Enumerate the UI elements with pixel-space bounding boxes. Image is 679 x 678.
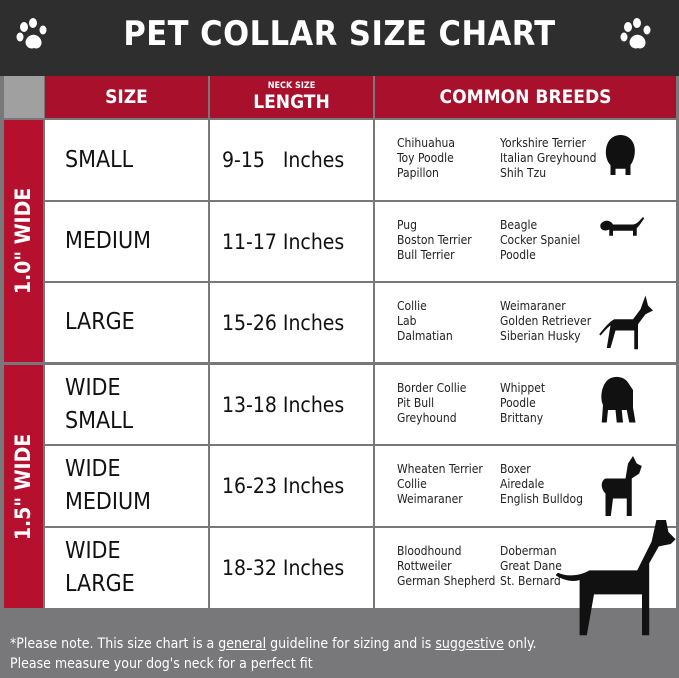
breeds-cell: Pug Boston Terrier Bull Terrier Beagle Cock… (375, 202, 676, 281)
breed-name: Greyhound (397, 411, 457, 425)
group-label-1-5-wide: 1.5" WIDE (4, 365, 43, 608)
size-label: WIDE (65, 538, 121, 564)
size-label: WIDE (65, 456, 121, 482)
footer-line-2: Please measure your dog's neck for a per… (10, 656, 313, 672)
breed-name: Doberman (500, 544, 557, 558)
size-label: SMALL (65, 407, 134, 434)
corner-cell (4, 76, 44, 118)
footer-text: guideline for sizing and is (266, 636, 436, 652)
breed-name: Italian Greyhound (500, 151, 597, 165)
header-bar (0, 0, 679, 76)
dachshund-icon (600, 217, 645, 236)
footer-text: only. (503, 636, 537, 652)
breed-name: Beagle (500, 218, 538, 232)
column-header-size: SIZE (45, 76, 208, 118)
length-cell: 15-26 Inches (210, 283, 373, 362)
footer-underlined: general (218, 636, 267, 652)
footer-underlined: suggestive (435, 636, 504, 652)
size-label: MEDIUM (65, 489, 151, 515)
group-label-1-0-wide: 1.0" WIDE (4, 120, 43, 362)
size-label: WIDE (65, 374, 121, 401)
breed-name: Boxer (500, 462, 531, 476)
breed-name: Border Collie (397, 381, 467, 395)
paw-icon (16, 18, 47, 49)
breed-name: Golden Retriever (500, 314, 592, 328)
breed-name: Bull Terrier (397, 248, 455, 262)
footer-note: *Please note. This size chart is a gener… (10, 634, 536, 674)
paw-icon (620, 18, 651, 49)
breed-name: Pug (397, 218, 417, 232)
size-label: MEDIUM (65, 228, 151, 254)
shepherd-dog-icon (599, 295, 653, 350)
length-value: 18-32 Inches (222, 556, 345, 580)
pitbull-icon (601, 456, 642, 516)
size-cell: LARGE (45, 283, 208, 362)
breeds-header-label: COMMON BREEDS (439, 86, 612, 108)
size-cell: SMALL (45, 120, 208, 200)
breed-name: Lab (397, 314, 417, 328)
size-cell: WIDE LARGE (45, 528, 208, 608)
length-value: 16-23 Inches (222, 474, 345, 498)
breed-name: St. Bernard (500, 574, 561, 588)
breed-name: Collie (397, 477, 427, 491)
size-cell: MEDIUM (45, 202, 208, 281)
bulldog-icon (601, 376, 636, 423)
length-value: 11-17 Inches (222, 229, 345, 254)
breed-name: Yorkshire Terrier (500, 136, 586, 150)
length-subheader: NECK SIZE (267, 80, 316, 91)
length-cell: 9-15 Inches (210, 120, 373, 200)
length-cell: 13-18 Inches (210, 365, 373, 444)
group-label-text: 1.5" WIDE (11, 433, 36, 540)
size-label: LARGE (65, 309, 135, 335)
column-header-breeds: COMMON BREEDS (375, 76, 676, 118)
breed-name: Poodle (500, 396, 536, 410)
length-cell: 18-32 Inches (210, 528, 373, 608)
breed-name: Papillon (397, 166, 439, 180)
length-header-label: LENGTH (253, 90, 330, 113)
breed-name: Pit Bull (397, 396, 435, 410)
breed-name: Dalmatian (397, 329, 453, 343)
breed-name: Wheaten Terrier (397, 462, 483, 476)
breed-name: Toy Poodle (397, 151, 454, 165)
breed-name: Collie (397, 299, 427, 313)
breed-name: English Bulldog (500, 492, 583, 506)
breeds-cell: Bloodhound Rottweiler German Shepherd Dobe… (375, 528, 676, 608)
size-cell: WIDE SMALL (45, 365, 208, 444)
length-value: 9-15 Inches (222, 148, 345, 172)
group-label-text: 1.0" WIDE (11, 187, 36, 295)
breed-name: Weimaraner (500, 299, 566, 313)
breed-name: Chihuahua (397, 136, 455, 150)
length-value: 15-26 Inches (222, 310, 345, 335)
breed-name: Weimaraner (397, 492, 463, 506)
size-header-label: SIZE (105, 86, 148, 108)
breed-name: Cocker Spaniel (500, 233, 581, 247)
doberman-icon (556, 520, 676, 636)
size-label: SMALL (65, 146, 134, 173)
column-header-length: NECK SIZE LENGTH (210, 76, 373, 118)
size-cell: WIDE MEDIUM (45, 446, 208, 526)
length-cell: 11-17 Inches (210, 202, 373, 281)
breed-name: Whippet (500, 381, 546, 395)
breed-name: Poodle (500, 248, 536, 262)
breed-name: Brittany (500, 411, 544, 425)
breed-name: German Shepherd (397, 574, 496, 588)
footer-text: *Please note. This size chart is a (10, 636, 219, 652)
length-value: 13-18 Inches (222, 392, 345, 417)
breed-name: Rottweiler (397, 559, 452, 573)
breed-name: Bloodhound (397, 544, 462, 558)
breed-name: Airedale (500, 477, 545, 491)
breed-name: Shih Tzu (500, 166, 547, 180)
breed-name: Siberian Husky (500, 329, 581, 343)
small-dog-icon (605, 135, 635, 175)
length-cell: 16-23 Inches (210, 446, 373, 526)
breed-name: Boston Terrier (397, 233, 472, 247)
page-title: PET COLLAR SIZE CHART (123, 14, 556, 54)
breed-name: Great Dane (500, 559, 562, 573)
size-label: LARGE (65, 571, 135, 597)
